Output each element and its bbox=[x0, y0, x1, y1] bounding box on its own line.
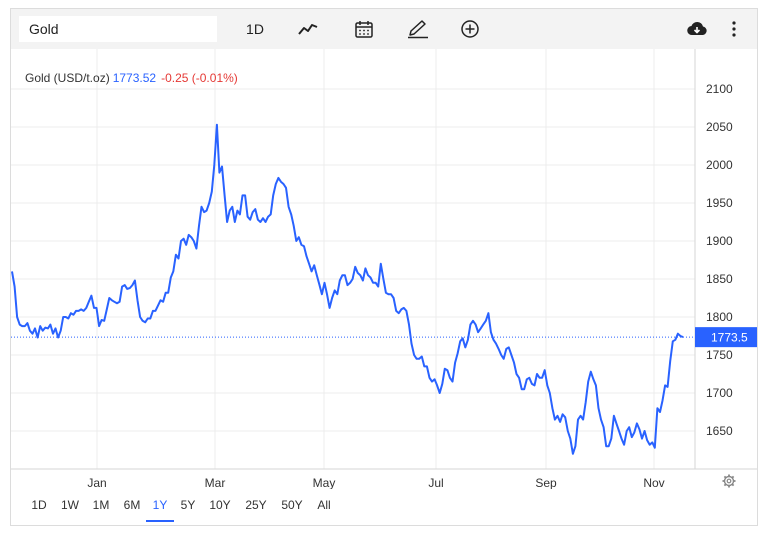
chart-legend: Gold (USD/t.oz) 1773.52 -0.25 (-0.01%) bbox=[25, 71, 238, 85]
range-button-1m[interactable]: 1M bbox=[92, 498, 110, 512]
chart-widget: 1D 1650 1700 1750 1800 1850 1900 1950 2000 2050 2… bbox=[10, 8, 758, 526]
symbol-search-input[interactable] bbox=[19, 16, 217, 42]
x-tick-label: May bbox=[313, 476, 336, 489]
plus-circle-icon[interactable] bbox=[458, 17, 482, 41]
range-button-50y[interactable]: 50Y bbox=[281, 498, 303, 512]
y-tick-label: 1700 bbox=[706, 386, 733, 400]
last-price-tag-label: 1773.5 bbox=[711, 331, 748, 345]
y-tick-label: 1800 bbox=[706, 310, 733, 324]
legend-price: 1773.52 bbox=[112, 71, 157, 85]
x-tick-label: Mar bbox=[205, 476, 226, 489]
chart-area[interactable]: 1650 1700 1750 1800 1850 1900 1950 2000 2050 2100… bbox=[11, 49, 757, 490]
settings-gear-icon[interactable] bbox=[722, 474, 736, 488]
active-range-underline bbox=[146, 520, 174, 522]
range-button-1d[interactable]: 1D bbox=[31, 498, 47, 512]
cloud-download-icon[interactable] bbox=[685, 17, 709, 41]
interval-button[interactable]: 1D bbox=[246, 21, 264, 37]
range-button-5y[interactable]: 5Y bbox=[180, 498, 196, 512]
legend-change: -0.25 (-0.01%) bbox=[161, 71, 238, 85]
range-button-all[interactable]: All bbox=[317, 498, 331, 512]
x-tick-label: Jul bbox=[428, 476, 443, 489]
y-tick-label: 1900 bbox=[706, 234, 733, 248]
range-button-6m[interactable]: 6M bbox=[123, 498, 141, 512]
pencil-icon[interactable] bbox=[405, 17, 431, 41]
toolbar: 1D bbox=[11, 9, 757, 49]
calendar-icon[interactable] bbox=[352, 17, 376, 41]
x-tick-label: Nov bbox=[643, 476, 664, 489]
y-tick-label: 1850 bbox=[706, 272, 733, 286]
instrument-name: Gold (USD/t.oz) bbox=[25, 71, 110, 85]
y-tick-label: 2050 bbox=[706, 120, 733, 134]
y-tick-label: 1650 bbox=[706, 424, 733, 438]
price-chart[interactable]: 1650 1700 1750 1800 1850 1900 1950 2000 2050 2100… bbox=[11, 49, 757, 490]
y-tick-label: 1750 bbox=[706, 348, 733, 362]
x-tick-label: Jan bbox=[87, 476, 106, 489]
price-series-line bbox=[11, 123, 684, 455]
last-price-tag bbox=[695, 327, 757, 348]
range-button-25y[interactable]: 25Y bbox=[245, 498, 267, 512]
y-tick-label: 2000 bbox=[706, 158, 733, 172]
y-tick-label: 2100 bbox=[706, 82, 733, 96]
y-tick-label: 1950 bbox=[706, 196, 733, 210]
line-chart-icon[interactable] bbox=[296, 17, 320, 41]
x-tick-label: Sep bbox=[535, 476, 557, 489]
range-button-1w[interactable]: 1W bbox=[61, 498, 79, 512]
more-vertical-icon[interactable] bbox=[727, 17, 741, 41]
range-selector: 1D 1W 1M 6M 1Y 5Y 10Y 25Y 50Y All bbox=[11, 494, 757, 522]
range-button-10y[interactable]: 10Y bbox=[209, 498, 231, 512]
range-button-1y[interactable]: 1Y bbox=[152, 498, 168, 512]
